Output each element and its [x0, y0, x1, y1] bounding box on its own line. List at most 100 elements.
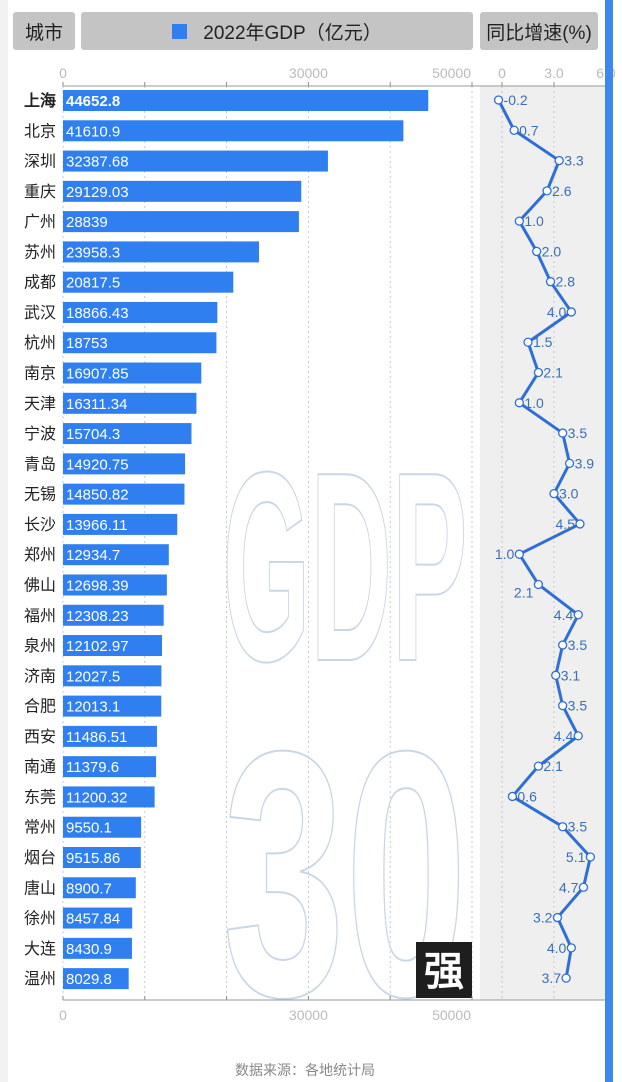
growth-value-label: 3.5 — [568, 698, 588, 714]
growth-value-label: 4.0 — [547, 940, 567, 956]
growth-point — [578, 882, 589, 892]
gdp-bar — [63, 907, 133, 929]
gdp-bar — [63, 453, 186, 475]
gdp-bar — [63, 574, 167, 596]
gdp-value-label: 18753 — [66, 335, 108, 352]
gdp-bar — [63, 937, 132, 959]
growth-point — [533, 761, 544, 771]
gdp-value-label: 41610.9 — [66, 123, 120, 140]
gdp-value-label: 14850.82 — [66, 487, 129, 504]
bars: 上海 44652.8 北京 41610.9 深圳 32387.68 重庆 29129.03 广州… — [24, 90, 429, 990]
city-label: 烟台 — [24, 849, 56, 867]
gdp-value-label: 8457.84 — [66, 911, 120, 928]
badge-text: 强 — [424, 950, 464, 994]
gdp-value-label: 18866.43 — [66, 305, 129, 322]
gdp-value-label: 8430.9 — [66, 941, 112, 958]
growth-value-label: 3.0 — [559, 486, 579, 502]
gdp-bar — [63, 635, 163, 657]
city-label: 天津 — [24, 395, 56, 413]
data-source: 数据来源：各地统计局 — [235, 1062, 375, 1078]
growth-value-label: 0.6 — [517, 788, 537, 804]
gdp-value-label: 28839 — [66, 214, 108, 231]
city-label: 泉州 — [24, 637, 56, 655]
city-label: 合肥 — [24, 698, 56, 716]
city-label: 杭州 — [24, 334, 56, 352]
growth-value-label: 1.0 — [524, 395, 544, 411]
gdp-bar — [63, 120, 404, 142]
city-label: 成都 — [24, 274, 56, 292]
growth-point — [509, 125, 519, 135]
growth-point — [533, 579, 544, 590]
growth-point — [532, 246, 542, 257]
city-label: 苏州 — [24, 243, 56, 261]
city-label: 温州 — [24, 970, 56, 988]
watermark: GDP 30 — [222, 416, 469, 1071]
gdp-value-label: 16311.34 — [66, 396, 127, 413]
growth-point — [573, 610, 583, 620]
gdp-value-label: 11379.6 — [66, 759, 119, 776]
x-tick-label-bottom: 50000 — [432, 1007, 471, 1023]
growth-tick-label: 0 — [498, 65, 506, 81]
city-label: 西安 — [24, 728, 56, 746]
city-label: 东莞 — [24, 788, 56, 806]
growth-value-label: 3.1 — [561, 667, 581, 683]
city-label: 济南 — [24, 667, 56, 685]
city-label: 福州 — [24, 607, 56, 625]
gdp-bar — [63, 665, 162, 687]
growth-point — [558, 822, 568, 832]
growth-point — [552, 912, 563, 923]
growth-value-label: -0.2 — [504, 92, 528, 108]
growth-value-label: 2.1 — [514, 584, 534, 600]
gdp-bar — [63, 604, 164, 626]
growth-point — [564, 458, 575, 469]
gdp-bar — [63, 423, 192, 445]
gdp-value-label: 8900.7 — [66, 880, 112, 897]
gdp-bar — [63, 513, 178, 535]
gdp-bar — [63, 725, 157, 747]
gdp-value-label: 29129.03 — [66, 184, 129, 201]
growth-point — [523, 337, 533, 347]
gdp-value-label: 23958.3 — [66, 244, 120, 261]
growth-point — [575, 519, 585, 529]
growth-point — [542, 186, 552, 196]
city-label: 上海 — [24, 91, 56, 110]
growth-value-label: 3.3 — [564, 153, 584, 169]
growth-point — [545, 277, 556, 287]
gdp-value-label: 12698.39 — [66, 577, 129, 594]
growth-value-label: 1.0 — [495, 546, 515, 562]
growth-value-label: 3.5 — [568, 637, 588, 653]
city-label: 大连 — [24, 940, 56, 958]
growth-value-label: 1.0 — [524, 213, 544, 229]
city-label: 徐州 — [24, 910, 56, 928]
growth-value-label: 3.5 — [568, 425, 588, 441]
gdp-value-label: 12308.23 — [66, 608, 129, 625]
x-tick-label-bottom: 0 — [59, 1007, 67, 1023]
growth-point — [514, 398, 524, 408]
gdp-value-label: 8029.8 — [66, 971, 112, 988]
gdp-bar — [63, 483, 185, 505]
gdp-value-label: 20817.5 — [66, 275, 120, 292]
gdp-legend-label: 2022年GDP（亿元） — [203, 22, 382, 44]
gdp-bar — [63, 877, 136, 899]
city-header-label: 城市 — [24, 22, 63, 44]
x-tick-label-bottom: 30000 — [289, 1007, 328, 1023]
growth-point — [514, 216, 524, 226]
city-label: 常州 — [24, 819, 56, 837]
gdp-bar — [63, 211, 299, 233]
growth-point — [561, 973, 571, 983]
x-tick-label-top: 0 — [59, 65, 67, 81]
gdp-value-label: 12102.97 — [66, 638, 129, 655]
gdp-bar — [63, 332, 217, 354]
growth-point — [533, 367, 544, 378]
gdp-value-label: 11200.32 — [66, 789, 127, 806]
growth-point — [551, 670, 561, 680]
growth-tick-label: 3.0 — [544, 65, 564, 81]
city-label: 南通 — [24, 758, 56, 776]
growth-point — [566, 943, 576, 953]
watermark-30: 30 — [223, 679, 468, 1070]
gdp-bar — [63, 392, 197, 414]
x-tick-label-top: 50000 — [432, 65, 471, 81]
watermark-gdp: GDP — [223, 417, 468, 718]
growth-value-label: 3.9 — [575, 455, 595, 471]
